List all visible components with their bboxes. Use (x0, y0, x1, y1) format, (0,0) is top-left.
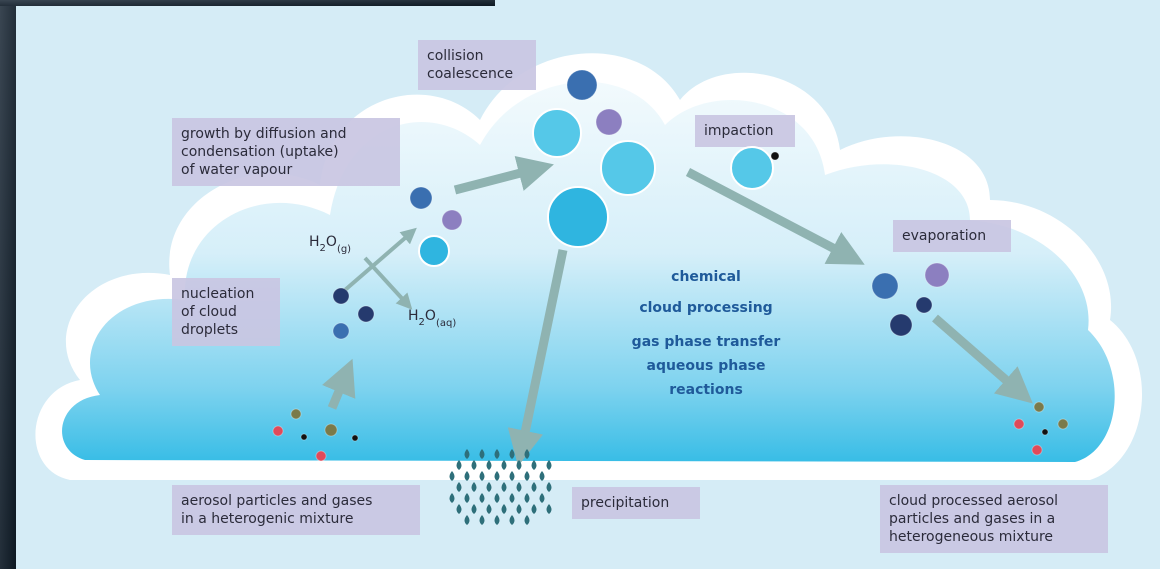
formula-part: (g) (337, 244, 351, 255)
center-title: chemical (671, 269, 741, 285)
label-text: impaction (704, 123, 774, 139)
label-text: particles and gases in a (889, 511, 1055, 527)
label-text: precipitation (581, 495, 669, 511)
label-text: growth by diffusion and (181, 126, 347, 142)
center-subtitle: aqueous phase (647, 358, 766, 374)
label-text: coalescence (427, 66, 513, 82)
label-text: collision (427, 48, 484, 64)
label-text: nucleation (181, 286, 254, 302)
label-text: in a heterogenic mixture (181, 511, 354, 527)
label-text: evaporation (902, 228, 986, 244)
center-subtitle: reactions (669, 382, 743, 398)
formula-part: O (326, 234, 337, 250)
photo-edge (0, 0, 495, 6)
formula-part: H (309, 234, 320, 250)
label-text: heterogeneous mixture (889, 529, 1053, 545)
formula-part: O (425, 308, 436, 324)
center-subtitle: gas phase transfer (632, 334, 781, 350)
page: collision coalescence growth by diffusion … (0, 0, 1160, 569)
label-text: aerosol particles and gases (181, 493, 372, 509)
photo-edge (0, 0, 16, 569)
label-text: of cloud (181, 304, 237, 320)
diagram: collision coalescence growth by diffusion … (0, 0, 1160, 569)
center-title: cloud processing (639, 300, 772, 316)
label-text: droplets (181, 322, 238, 338)
formula-part: (aq) (436, 318, 456, 329)
label-text: condensation (uptake) (181, 144, 339, 160)
label-text: of water vapour (181, 162, 292, 178)
label-text: cloud processed aerosol (889, 493, 1058, 509)
formula-part: H (408, 308, 419, 324)
